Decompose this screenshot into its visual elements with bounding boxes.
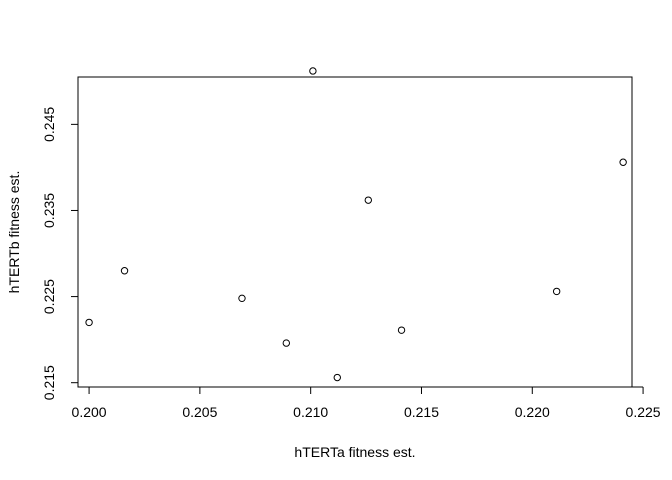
x-tick-label: 0.215 [404,404,439,420]
y-axis: 0.215 0.225 0.235 0.245 [41,107,79,400]
y-tick-label: 0.215 [41,365,57,400]
plot-frame [77,76,633,388]
x-tick-label: 0.205 [182,404,217,420]
x-axis: 0.200 0.205 0.210 0.215 0.220 0.225 [72,386,661,420]
x-tick-label: 0.225 [626,404,661,420]
data-point [85,318,93,327]
data-point [120,267,129,275]
x-tick-label: 0.220 [515,404,550,420]
x-axis-label: hTERTa fitness est. [294,444,415,460]
x-tick-label: 0.200 [72,404,107,420]
y-tick-label: 0.225 [41,279,57,314]
data-point [619,158,627,166]
data-point [333,373,341,382]
y-axis-label: hTERTb fitness est. [6,171,22,294]
data-point [364,196,372,204]
data-points [85,67,627,382]
y-tick-label: 0.245 [41,107,57,142]
data-point [552,287,561,296]
data-point [282,339,291,347]
data-point [397,326,406,334]
x-tick-label: 0.210 [293,404,328,420]
y-tick-label: 0.235 [41,193,57,228]
data-point [309,67,317,75]
data-point [238,294,246,303]
